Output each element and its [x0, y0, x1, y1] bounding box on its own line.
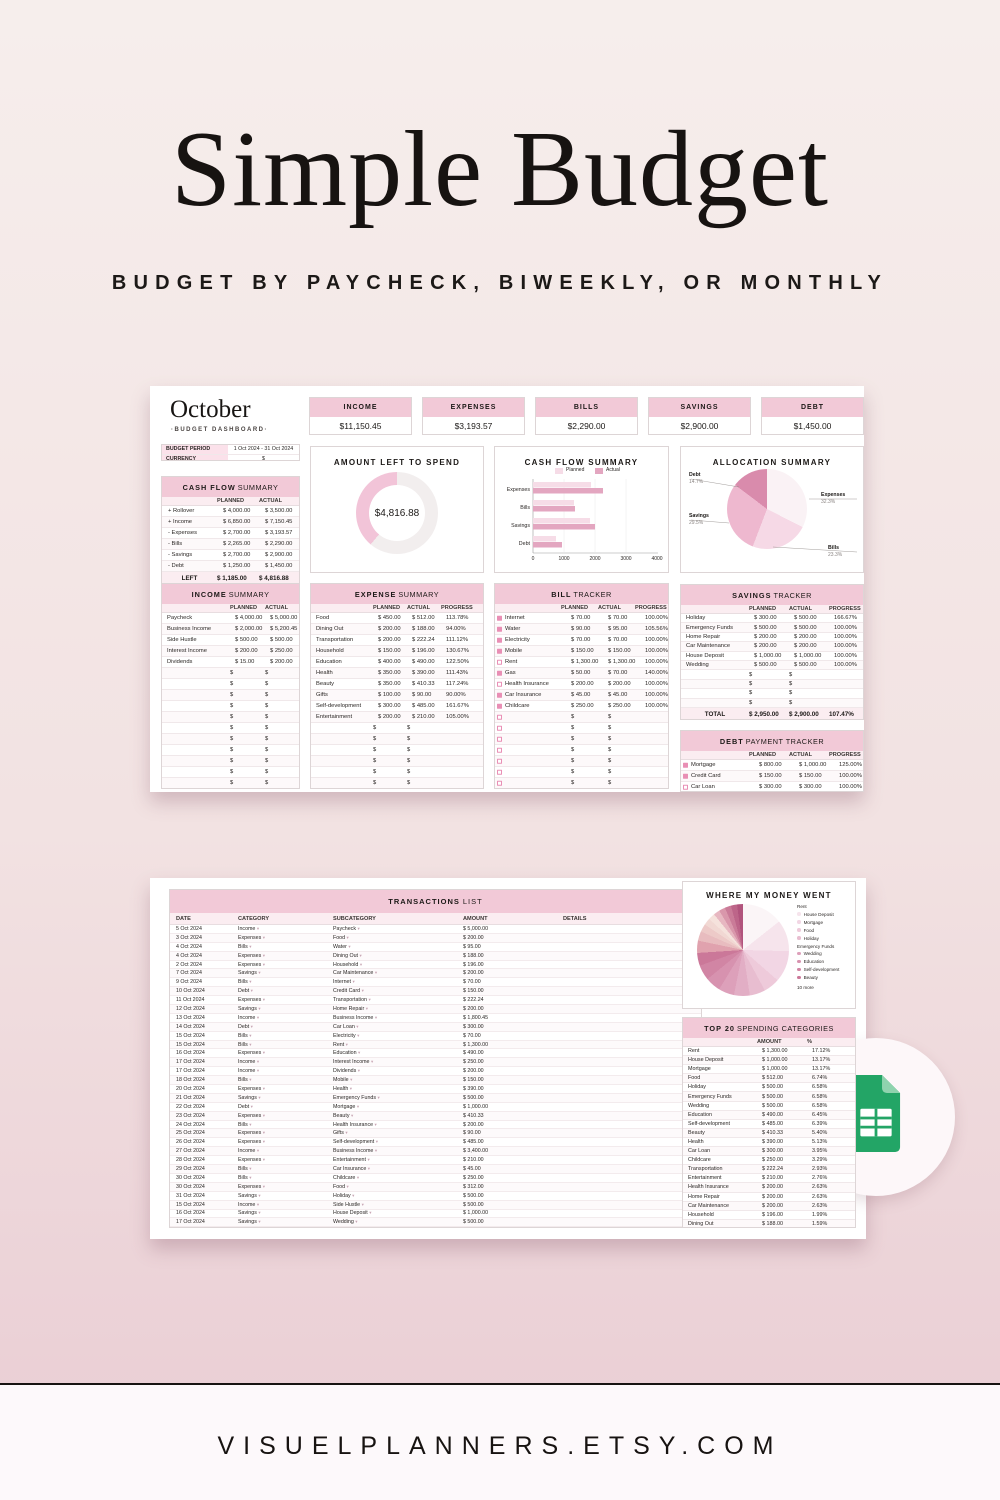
svg-text:3000: 3000	[620, 556, 631, 562]
svg-text:Debt: Debt	[519, 541, 531, 547]
svg-text:4000: 4000	[651, 556, 662, 562]
svg-text:0: 0	[532, 556, 535, 562]
svg-text:1000: 1000	[558, 556, 569, 562]
svg-text:Savings: Savings	[511, 523, 530, 529]
svg-text:Bills: Bills	[520, 505, 530, 511]
svg-text:2000: 2000	[589, 556, 600, 562]
svg-text:Expenses: Expenses	[507, 487, 531, 493]
